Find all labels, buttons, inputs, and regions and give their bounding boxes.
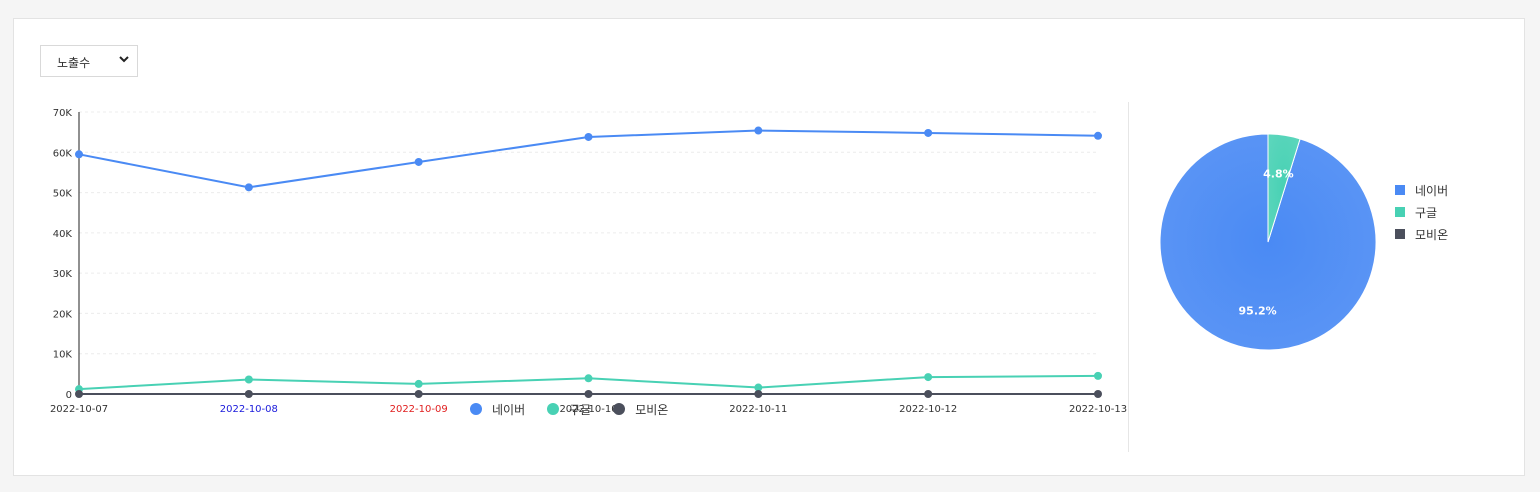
data-point bbox=[924, 373, 933, 382]
data-point bbox=[1094, 131, 1102, 140]
legend-item-naver[interactable]: 네이버 bbox=[470, 401, 525, 418]
pie-chart-legend: 네이버 구글 모비온 bbox=[1395, 183, 1448, 249]
data-point bbox=[414, 390, 423, 398]
data-point bbox=[924, 390, 933, 398]
chart-divider bbox=[1128, 102, 1129, 452]
x-tick-label: 2022-10-09 bbox=[390, 404, 448, 415]
data-point bbox=[414, 379, 423, 388]
pie-legend-item-naver[interactable]: 네이버 bbox=[1395, 183, 1449, 198]
pie-legend-marker-naver bbox=[1395, 185, 1405, 195]
legend-marker-naver bbox=[470, 403, 482, 415]
legend-label-mobion: 모비온 bbox=[635, 402, 669, 417]
pie-slice bbox=[1267, 133, 1301, 243]
y-tick-label: 50K bbox=[53, 189, 73, 200]
legend-item-google[interactable]: 구글 bbox=[547, 401, 591, 418]
data-point bbox=[414, 157, 423, 166]
line-chart: 0 10K 20K 30K 40K 50K 60K 70K 2022-10-07 2022-10-… bbox=[50, 108, 1127, 415]
y-tick-label: 10K bbox=[53, 350, 73, 361]
pie-legend-label-mobion: 모비온 bbox=[1415, 227, 1449, 242]
y-tick-label: 20K bbox=[53, 309, 73, 320]
data-point bbox=[1094, 390, 1102, 398]
legend-label-google: 구글 bbox=[569, 402, 592, 417]
y-tick-label: 60K bbox=[53, 148, 73, 159]
x-tick-label: 2022-10-10 bbox=[559, 404, 617, 415]
x-tick-label: 2022-10-12 bbox=[899, 404, 957, 415]
pie-legend-item-mobion[interactable]: 모비온 bbox=[1395, 227, 1449, 242]
legend-marker-google bbox=[547, 403, 560, 415]
data-point bbox=[75, 390, 83, 398]
pie-legend-marker-google bbox=[1395, 207, 1405, 217]
legend-item-mobion[interactable]: 모비온 bbox=[613, 401, 668, 418]
data-point bbox=[584, 390, 593, 398]
metric-dropdown[interactable]: 노출수 bbox=[40, 45, 138, 77]
data-point bbox=[754, 383, 763, 392]
x-tick-label: 2022-10-07 bbox=[50, 404, 108, 415]
pie-slice-label: 95.2% bbox=[1239, 304, 1277, 317]
x-tick-label: 2022-10-08 bbox=[220, 404, 278, 415]
y-tick-label: 70K bbox=[53, 108, 73, 119]
line-chart-legend: 네이버 구글 모비온 bbox=[470, 400, 690, 418]
y-tick-label: 30K bbox=[53, 269, 73, 280]
legend-label-naver: 네이버 bbox=[492, 402, 526, 417]
data-point bbox=[754, 390, 763, 398]
data-point bbox=[244, 183, 253, 192]
data-point bbox=[1094, 371, 1102, 380]
pie-legend-item-google[interactable]: 구글 bbox=[1395, 205, 1448, 220]
chevron-down-icon bbox=[119, 56, 129, 63]
pie-chart: 95.2% 4.8% bbox=[1159, 133, 1377, 351]
y-tick-label: 0 bbox=[66, 390, 72, 401]
data-point bbox=[244, 375, 253, 384]
pie-legend-marker-mobion bbox=[1395, 229, 1405, 239]
x-tick-label: 2022-10-11 bbox=[729, 404, 787, 415]
metric-dropdown-value: 노출수 bbox=[57, 56, 91, 70]
data-point bbox=[584, 374, 593, 383]
data-point bbox=[584, 132, 593, 141]
data-point bbox=[754, 126, 763, 135]
legend-marker-mobion bbox=[613, 403, 626, 415]
data-point bbox=[244, 390, 253, 398]
pie-slice-label: 4.8% bbox=[1263, 168, 1294, 181]
pie-legend-label-naver: 네이버 bbox=[1415, 183, 1449, 198]
pie-legend-label-google: 구글 bbox=[1415, 205, 1438, 220]
data-point bbox=[75, 150, 83, 159]
data-point bbox=[924, 128, 933, 137]
y-tick-label: 40K bbox=[53, 229, 73, 240]
x-tick-label: 2022-10-13 bbox=[1069, 404, 1127, 415]
